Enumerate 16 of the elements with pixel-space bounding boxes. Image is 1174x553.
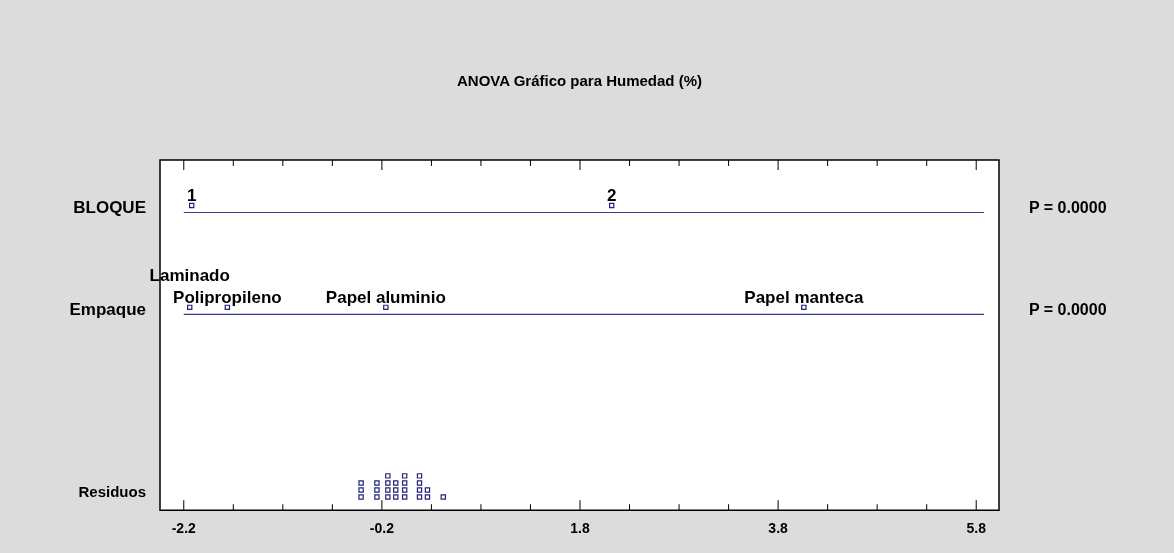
y-tick-label: Empaque xyxy=(69,300,146,320)
x-tick-label: 3.8 xyxy=(768,520,789,537)
y-tick-label: BLOQUE xyxy=(73,198,146,218)
y-tick-label: Residuos xyxy=(78,483,146,501)
x-tick-label: 1.8 xyxy=(570,520,590,537)
text: P = 0.0000 xyxy=(1029,198,1107,216)
x-tick-label: -0.2 xyxy=(369,520,395,537)
annotation: Polipropileno xyxy=(173,288,282,308)
x-tick-label: 5.8 xyxy=(966,520,987,537)
annotation: Papel manteca xyxy=(744,288,864,308)
annotation: 2 xyxy=(606,186,617,206)
annotation: Papel aluminio xyxy=(325,288,446,308)
chart-title: ANOVA Gráfico para Humedad (%) xyxy=(456,72,703,90)
text: P = 0.0000 xyxy=(1029,300,1107,318)
x-tick-label: -2.2 xyxy=(171,520,197,537)
annotation: 1 xyxy=(186,186,197,206)
